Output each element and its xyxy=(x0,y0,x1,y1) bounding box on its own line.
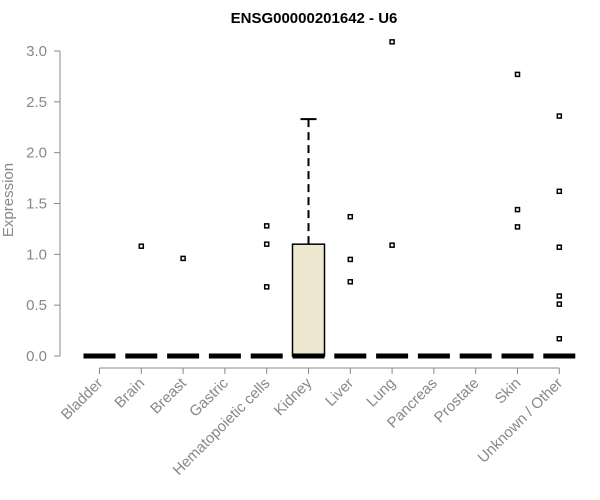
box-group xyxy=(543,113,576,359)
outlier-point xyxy=(556,335,563,342)
outlier-point xyxy=(389,39,395,45)
y-tick-label: 2.0 xyxy=(26,145,47,162)
outlier-point xyxy=(514,71,521,78)
x-tick-label: Bladder xyxy=(58,375,107,424)
outlier-point xyxy=(347,213,354,220)
outlier-point xyxy=(263,241,270,247)
x-tick-label: Kidney xyxy=(271,374,316,419)
outlier-point xyxy=(556,188,563,195)
y-tick-label: 3.0 xyxy=(26,43,47,60)
x-tick-label: Brain xyxy=(111,375,148,412)
box-group xyxy=(376,39,409,359)
outlier-point xyxy=(347,256,354,263)
outlier-point xyxy=(263,223,270,229)
box-group xyxy=(250,223,283,359)
y-tick-label: 1.0 xyxy=(26,246,47,263)
outlier-point xyxy=(263,284,270,290)
box xyxy=(291,243,326,357)
outlier-point xyxy=(556,293,563,299)
y-axis: 0.0 0.5 1.0 1.5 2.0 2.5 3.0 xyxy=(26,43,61,365)
outlier-point xyxy=(556,244,563,250)
outlier-point xyxy=(514,224,521,230)
outlier-point xyxy=(556,113,563,119)
x-tick-label: Breast xyxy=(147,374,190,417)
box-group xyxy=(501,71,534,359)
outlier-point xyxy=(389,242,395,248)
box-group xyxy=(125,243,158,359)
box-group xyxy=(334,213,367,359)
outlier-point xyxy=(180,255,186,262)
y-axis-title: Expression xyxy=(0,163,17,237)
outlier-point xyxy=(138,243,145,249)
y-tick-label: 0.5 xyxy=(26,297,47,314)
plot-area xyxy=(83,39,576,359)
y-tick-label: 2.5 xyxy=(26,94,47,111)
x-tick-label: Prostate xyxy=(431,375,483,427)
x-tick-label: Liver xyxy=(322,375,357,410)
outlier-point xyxy=(556,301,563,307)
box-group xyxy=(167,255,200,359)
outlier-point xyxy=(347,279,354,285)
y-tick-label: 0.0 xyxy=(26,348,47,365)
y-tick-label: 1.5 xyxy=(26,196,47,213)
x-tick-label: Lung xyxy=(363,375,399,411)
x-tick-label: Skin xyxy=(492,375,525,408)
box-group xyxy=(291,118,326,359)
outlier-point xyxy=(514,206,521,213)
chart-title: ENSG00000201642 - U6 xyxy=(231,10,398,27)
